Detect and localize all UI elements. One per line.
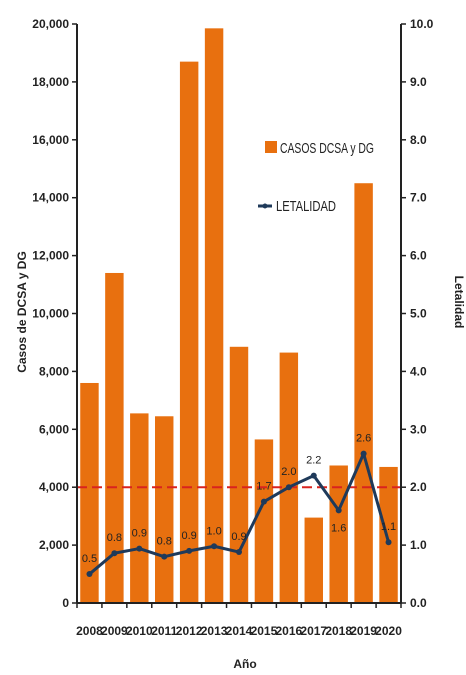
- y2-tick-label: 6.0: [410, 249, 427, 263]
- legend-swatch-marker: [262, 203, 268, 209]
- line-point-2018: [335, 507, 342, 514]
- x-tick-label: 2019: [350, 624, 377, 638]
- y-tick-label: 6,000: [39, 422, 69, 436]
- bar-2008: [80, 382, 99, 603]
- x-tick-label: 2013: [201, 624, 228, 638]
- y-tick-label: 16,000: [32, 133, 69, 147]
- x-tick-label: 2008: [76, 624, 103, 638]
- data-label-2011: 0.8: [157, 536, 172, 548]
- data-label-2013: 1.0: [206, 525, 221, 537]
- y2-tick-label: 5.0: [410, 307, 427, 321]
- line-point-2013: [211, 543, 218, 550]
- data-label-2020: 1.1: [381, 521, 396, 533]
- x-tick-label: 2016: [275, 624, 302, 638]
- legend-swatch-bar: [265, 141, 277, 153]
- x-tick-label: 2012: [176, 624, 203, 638]
- line-point-2008: [86, 571, 93, 578]
- axes-layer: 0 2,000 4,000 6,000 8,000 10,000 12,000 14,000 1…: [32, 17, 433, 638]
- data-label-2016: 2.0: [281, 466, 296, 478]
- y2-tick-label: 1.0: [410, 538, 427, 552]
- x-tick-label: 2011: [151, 624, 177, 638]
- legend: CASOS DCSA y DG LETALIDAD: [258, 140, 374, 215]
- y-tick-label: 2,000: [39, 538, 69, 552]
- line-point-2020: [385, 539, 392, 546]
- bar-2020: [379, 466, 398, 603]
- bar-2011: [155, 416, 174, 603]
- legend-label-line: LETALIDAD: [276, 198, 336, 215]
- y-tick-label: 4,000: [39, 480, 69, 494]
- line-point-2010: [136, 545, 143, 552]
- y-tick-label: 14,000: [32, 191, 69, 205]
- bar-2016: [279, 352, 299, 603]
- legend-label-bar: CASOS DCSA y DG: [280, 140, 374, 157]
- line-point-2014: [236, 549, 242, 556]
- y-tick-label: 18,000: [32, 75, 69, 89]
- line-point-2012: [186, 547, 193, 554]
- bar-2014: [229, 346, 249, 603]
- x-tick-label: 2020: [375, 624, 402, 638]
- x-tick-label: 2017: [300, 624, 327, 638]
- bar-2010: [130, 413, 149, 603]
- data-label-2017: 2.2: [306, 455, 321, 467]
- line-point-2016: [285, 484, 292, 491]
- bar-2012: [179, 61, 199, 603]
- y2-tick-label: 7.0: [410, 191, 427, 205]
- y-tick-label: 20,000: [32, 17, 69, 31]
- data-label-2019: 2.6: [356, 433, 371, 445]
- y2-tick-label: 9.0: [410, 75, 427, 89]
- y-tick-label: 10,000: [32, 307, 69, 321]
- line-point-2011: [161, 553, 168, 560]
- line-point-2009: [111, 550, 118, 557]
- x-tick-label: 2014: [226, 624, 253, 638]
- x-axis-title: Año: [233, 657, 256, 671]
- data-label-2008: 0.5: [82, 553, 97, 565]
- y-tick-label: 8,000: [39, 364, 69, 378]
- x-tick-label: 2018: [325, 624, 352, 638]
- x-tick-label: 2009: [101, 624, 128, 638]
- y2-tick-label: 8.0: [410, 133, 427, 147]
- line-point-2015: [260, 498, 267, 505]
- line-point-2017: [310, 472, 317, 479]
- x-tick-label: 2010: [126, 624, 153, 638]
- y-axis-title: Casos de DCSA y DG: [15, 251, 29, 373]
- y2-tick-label: 2.0: [410, 480, 427, 494]
- y2-tick-label: 3.0: [410, 422, 427, 436]
- data-label-2014: 0.9: [231, 531, 246, 543]
- data-label-2015: 1.7: [256, 481, 271, 493]
- data-label-2012: 0.9: [182, 530, 197, 542]
- bar-2015: [254, 439, 274, 603]
- data-label-2010: 0.9: [132, 528, 147, 540]
- bar-2009: [105, 272, 124, 603]
- y2-tick-label: 0.0: [410, 596, 427, 610]
- line-point-2019: [360, 450, 367, 457]
- data-labels-layer: 0.5 0.8 0.9 0.8 0.9 1.0 0.9 1.7 2.0 2.2 1.6 2.6 1.1: [82, 433, 396, 565]
- bars-layer: [80, 28, 398, 603]
- y2-tick-label: 10.0: [410, 17, 434, 31]
- y-tick-label: 0: [62, 596, 69, 610]
- x-tick-label: 2015: [251, 624, 278, 638]
- data-label-2018: 1.6: [331, 522, 346, 534]
- line-layer: [86, 450, 392, 578]
- bar-2017: [304, 517, 323, 603]
- bar-2019: [354, 183, 373, 603]
- data-label-2009: 0.8: [107, 532, 122, 544]
- y2-tick-label: 4.0: [410, 364, 427, 378]
- bar-2013: [204, 28, 224, 603]
- y-tick-label: 12,000: [32, 249, 69, 263]
- y2-axis-title: Letalidad: [452, 276, 466, 329]
